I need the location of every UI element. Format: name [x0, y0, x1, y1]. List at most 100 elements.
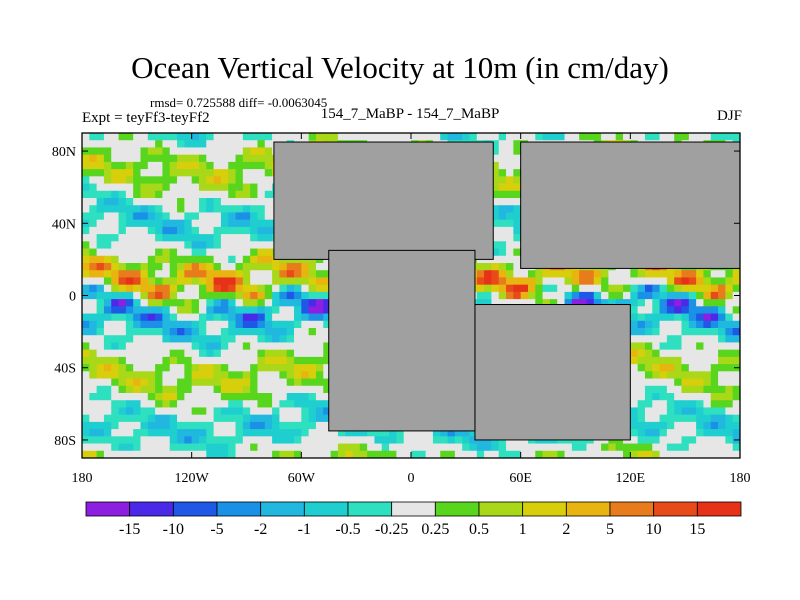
field-cell [89, 205, 98, 213]
field-cell [147, 385, 156, 394]
field-cell [118, 414, 127, 423]
field-cell [82, 133, 90, 141]
field-cell [96, 205, 105, 213]
field-cell [491, 219, 500, 228]
field-cell [82, 400, 90, 408]
field-cell [498, 205, 507, 213]
field-cell [125, 291, 134, 300]
field-cell [659, 342, 668, 351]
field-cell [206, 205, 214, 213]
field-cell [250, 291, 258, 300]
field-cell [725, 385, 734, 394]
field-cell [250, 393, 258, 401]
field-cell [228, 284, 236, 293]
field-cell [220, 169, 229, 177]
field-cell [652, 393, 660, 401]
field-cell [125, 335, 134, 343]
field-cell [367, 133, 375, 141]
field-cell [111, 190, 119, 199]
field-cell [96, 443, 105, 452]
field-cell [491, 450, 500, 459]
field-cell [147, 320, 156, 329]
field-cell [703, 356, 712, 365]
field-cell [111, 349, 119, 358]
field-cell [147, 183, 156, 192]
field-cell [147, 429, 156, 437]
field-cell [206, 385, 214, 394]
field-cell [513, 284, 522, 293]
field-cell [103, 306, 112, 314]
field-cell [484, 291, 492, 300]
field-cell [323, 284, 331, 293]
field-cell [206, 140, 214, 148]
field-cell [198, 270, 207, 278]
field-cell [213, 219, 222, 228]
field-cell [411, 443, 419, 452]
field-cell [644, 291, 653, 300]
field-cell [286, 133, 295, 141]
field-cell [169, 414, 178, 423]
field-cell [162, 198, 171, 206]
field-cell [286, 356, 295, 365]
field-cell [228, 291, 236, 300]
field-cell [659, 320, 668, 329]
field-cell [89, 364, 98, 372]
field-cell [169, 133, 178, 141]
field-cell [557, 450, 565, 459]
field-cell [118, 205, 127, 213]
field-cell [235, 147, 244, 156]
field-cell [213, 443, 222, 452]
field-cell [96, 176, 105, 184]
field-cell [630, 349, 639, 358]
field-cell [527, 270, 536, 278]
field-cell [294, 263, 302, 271]
field-cell [681, 133, 690, 141]
field-cell [228, 342, 236, 351]
field-cell [206, 450, 214, 459]
field-cell [542, 284, 551, 293]
field-cell [630, 133, 639, 141]
field-cell [162, 349, 171, 358]
field-cell [177, 313, 185, 322]
field-cell [133, 378, 141, 387]
field-cell [286, 284, 295, 293]
field-cell [630, 277, 639, 286]
field-cell [294, 320, 302, 329]
field-cell [506, 133, 514, 141]
field-cell [82, 349, 90, 358]
field-cell [82, 306, 90, 314]
field-cell [118, 393, 127, 401]
field-cell [89, 270, 98, 278]
field-cell [177, 284, 185, 293]
field-cell [725, 443, 734, 452]
field-cell [155, 133, 163, 141]
field-cell [103, 133, 112, 141]
field-cell [118, 133, 127, 141]
field-cell [688, 335, 697, 343]
field-cell [696, 378, 704, 387]
field-cell [644, 313, 653, 322]
field-cell [264, 248, 273, 257]
field-cell [725, 436, 734, 444]
field-cell [96, 306, 105, 314]
field-cell [220, 349, 229, 358]
field-cell [155, 443, 163, 452]
field-cell [257, 371, 266, 379]
field-cell [264, 161, 273, 170]
field-cell [213, 147, 222, 156]
field-cell [586, 299, 595, 307]
field-cell [498, 226, 507, 235]
field-cell [169, 205, 178, 213]
field-cell [323, 378, 331, 387]
field-cell [111, 400, 119, 408]
field-cell [103, 212, 112, 221]
field-cell [96, 226, 105, 235]
field-cell [162, 436, 171, 444]
field-cell [220, 277, 229, 286]
field-cell [264, 407, 273, 416]
field-cell [118, 306, 127, 314]
field-cell [133, 450, 141, 459]
field-cell [644, 306, 653, 314]
field-cell [162, 212, 171, 221]
field-cell [681, 320, 690, 329]
